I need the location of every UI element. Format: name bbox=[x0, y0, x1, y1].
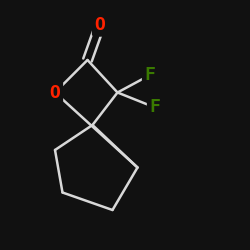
Text: F: F bbox=[144, 66, 156, 84]
Text: O: O bbox=[94, 16, 106, 34]
Text: O: O bbox=[50, 84, 60, 102]
Text: F: F bbox=[150, 98, 160, 116]
